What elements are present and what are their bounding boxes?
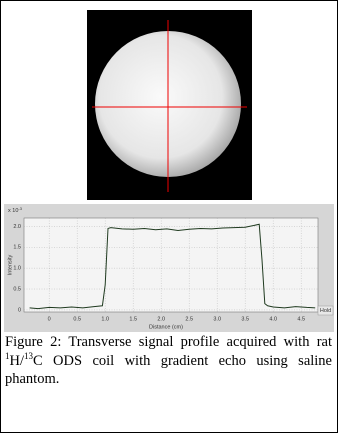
hold-label[interactable]: Hold — [320, 308, 331, 314]
y-tick-label: 1.0 — [13, 266, 21, 272]
x-tick-label: 0.5 — [73, 316, 81, 322]
x-tick-label: 4.0 — [269, 316, 277, 322]
x-tick-label: 4.5 — [297, 316, 305, 322]
caption-sup: 13 — [24, 351, 33, 361]
x-tick-label: 1.0 — [101, 316, 109, 322]
caption-text: H/ — [10, 353, 25, 369]
x-tick-label: 2.0 — [157, 316, 165, 322]
x-tick-label: 2.5 — [185, 316, 193, 322]
caption-text: C ODS coil with gradient echo using sali… — [5, 353, 332, 388]
x-tick-label: 3.5 — [241, 316, 249, 322]
y-tick-label: 0 — [18, 307, 21, 313]
figure-caption: Figure 2: Transverse signal profile acqu… — [5, 333, 332, 389]
x-tick-label: 0 — [48, 316, 51, 322]
x-axis-label: Distance (cm) — [149, 324, 183, 330]
y-tick-label: 2.0 — [13, 224, 21, 230]
x-tick-label: 3.0 — [213, 316, 221, 322]
caption-text: Figure 2: Transverse signal profile acqu… — [5, 334, 332, 350]
y-tick-label: 0.5 — [13, 286, 21, 292]
plot-area — [24, 218, 318, 312]
x-tick-label: 1.5 — [129, 316, 137, 322]
y-tick-label: 1.5 — [13, 245, 21, 251]
